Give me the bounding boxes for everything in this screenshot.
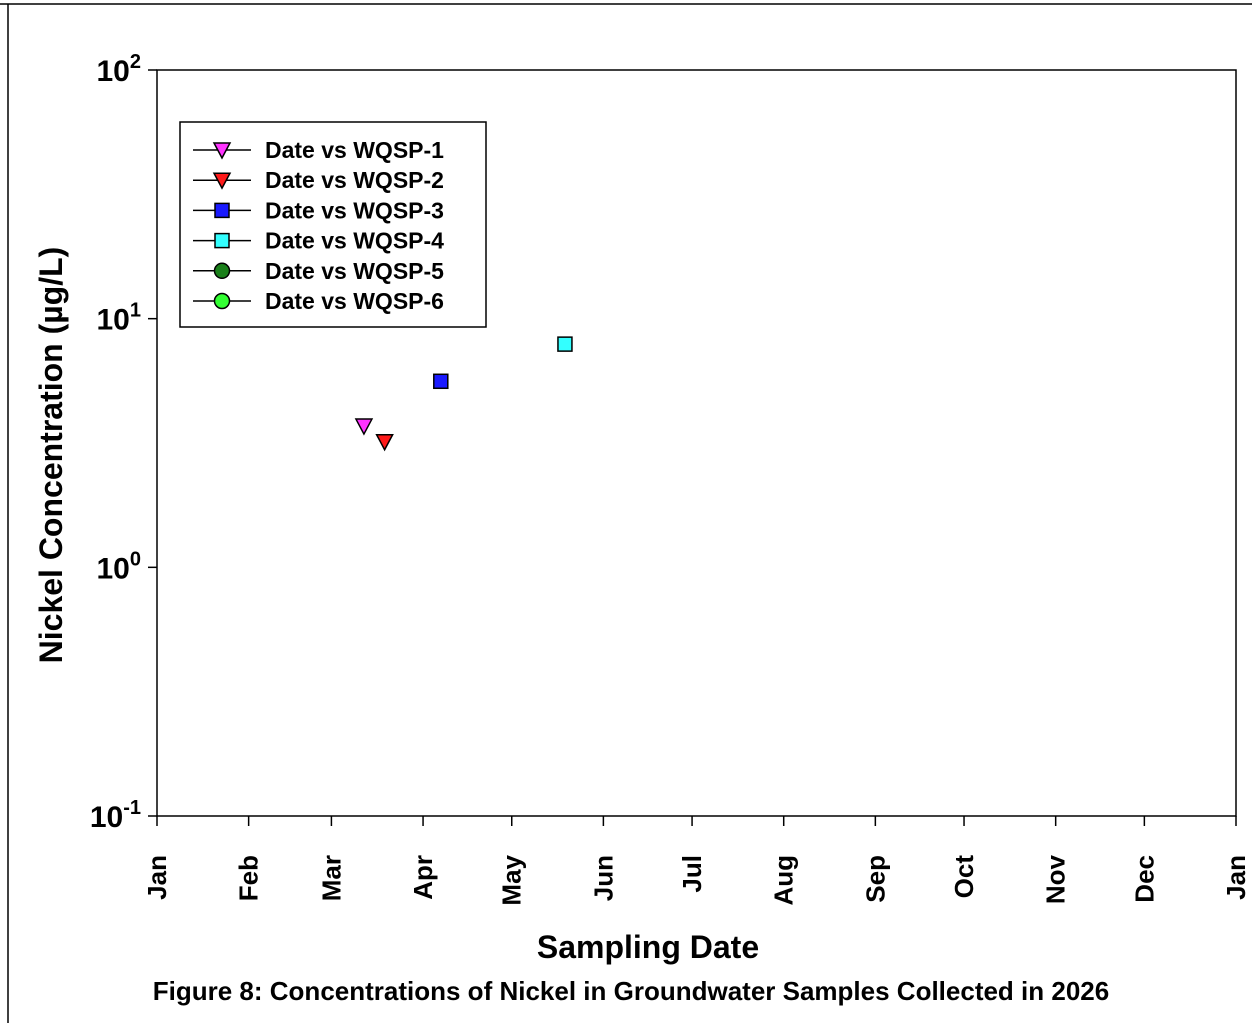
data-point <box>433 373 449 390</box>
legend-label: Date vs WQSP-1 <box>265 137 444 163</box>
y-axis: 10-1 100 101 102 <box>90 51 157 834</box>
x-axis: Jan Feb Mar Apr May Jun Jul Aug Sep Oct Nov Dec Jan <box>142 816 1251 906</box>
figure-caption: Figure 8: Concentrations of Nickel in Gr… <box>153 976 1109 1006</box>
x-tick-label: Oct <box>949 855 979 899</box>
legend-marker <box>213 262 231 280</box>
x-tick-label: Jun <box>588 855 618 901</box>
legend-label: Date vs WQSP-5 <box>265 258 444 284</box>
x-tick-label: Jul <box>677 855 707 893</box>
y-tick-label: 101 <box>97 300 142 337</box>
x-tick-label: May <box>497 854 527 905</box>
data-point <box>354 418 374 436</box>
x-tick-label: Mar <box>316 855 346 901</box>
legend-marker <box>214 202 230 219</box>
data-points <box>354 336 573 452</box>
x-tick-label: Aug <box>769 855 799 906</box>
x-tick-label: Jan <box>1221 855 1251 900</box>
legend-marker <box>213 292 231 310</box>
x-tick-label: Feb <box>234 855 264 901</box>
plot-area <box>156 69 1237 817</box>
legend-marker <box>212 142 232 160</box>
x-tick-label: Sep <box>860 855 890 903</box>
data-point <box>557 336 573 352</box>
y-tick-label: 10-1 <box>90 797 141 834</box>
legend-marker <box>212 172 232 190</box>
legend-box <box>179 121 487 328</box>
x-tick-label: Apr <box>408 855 438 900</box>
legend-label: Date vs WQSP-2 <box>265 167 444 193</box>
x-tick-label: Dec <box>1129 855 1159 903</box>
x-tick-label: Nov <box>1041 854 1071 904</box>
y-tick-label: 100 <box>97 548 142 585</box>
legend: Date vs WQSP-1 Date vs WQSP-2 Date vs WQSP… <box>179 121 487 328</box>
x-axis-title: Sampling Date <box>537 929 759 965</box>
legend-label: Date vs WQSP-6 <box>265 288 444 314</box>
data-point <box>375 433 394 452</box>
legend-marker <box>214 232 230 249</box>
x-tick-label: Jan <box>142 855 172 900</box>
legend-label: Date vs WQSP-3 <box>265 197 444 223</box>
y-tick-label: 102 <box>97 51 142 88</box>
y-axis-title: Nickel Concentration (µg/L) <box>33 247 69 664</box>
legend-label: Date vs WQSP-4 <box>265 228 444 254</box>
